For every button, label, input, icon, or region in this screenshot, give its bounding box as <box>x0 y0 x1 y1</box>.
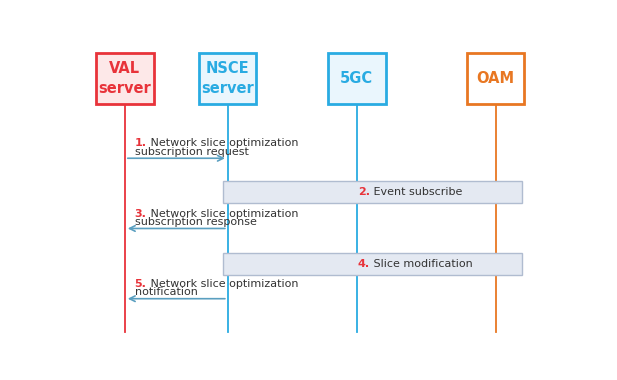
Text: 5.: 5. <box>135 279 146 289</box>
Text: notification: notification <box>135 287 197 297</box>
Bar <box>96 53 154 104</box>
Bar <box>223 181 522 203</box>
Text: Slice modification: Slice modification <box>370 258 473 269</box>
Text: Network slice optimization: Network slice optimization <box>147 279 299 289</box>
Bar <box>199 53 257 104</box>
Text: 3.: 3. <box>135 209 146 218</box>
Text: Event subscribe: Event subscribe <box>370 187 462 197</box>
Text: NSCE
server: NSCE server <box>201 61 254 96</box>
Text: Network slice optimization: Network slice optimization <box>147 138 299 149</box>
Text: 4.: 4. <box>358 258 370 269</box>
Text: Network slice optimization: Network slice optimization <box>147 209 299 218</box>
Text: VAL
server: VAL server <box>99 61 151 96</box>
Text: subscription request: subscription request <box>135 147 249 157</box>
Bar <box>467 53 524 104</box>
Text: OAM: OAM <box>476 71 515 86</box>
Text: subscription response: subscription response <box>135 217 257 227</box>
Bar <box>328 53 386 104</box>
Text: 1.: 1. <box>135 138 146 149</box>
Text: 2.: 2. <box>358 187 370 197</box>
Bar <box>223 253 522 275</box>
Text: 5GC: 5GC <box>341 71 373 86</box>
